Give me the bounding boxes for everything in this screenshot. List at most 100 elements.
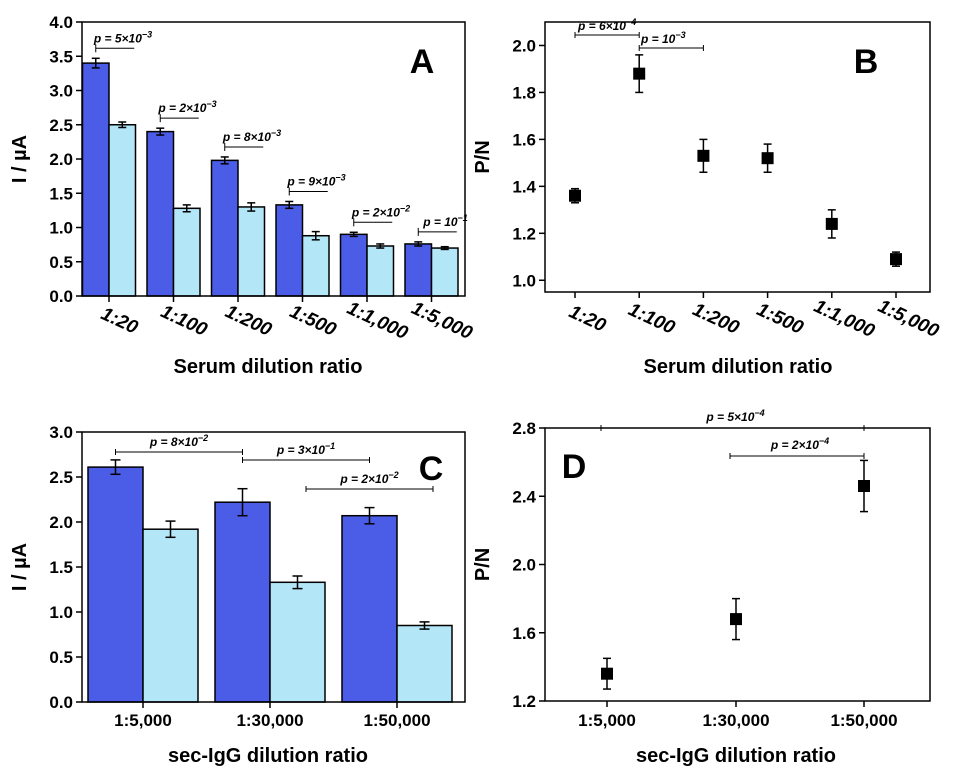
data-point <box>601 667 613 680</box>
x-category-label: 1:30,000 <box>236 711 303 730</box>
y-tick-label: 1.0 <box>49 219 73 238</box>
error-bar <box>292 575 303 590</box>
p-value-label: p = 6×10−4 <box>577 17 636 33</box>
panel-b: 1.0 1.2 1.4 1.6 1.8 2.0 P/N 1:20 1:100 1:200 1:500… <box>472 17 942 378</box>
p-value-label: p = 2×10−4 <box>770 436 829 452</box>
bar-positive <box>275 204 304 297</box>
significance-bracket <box>574 32 640 38</box>
x-category-label: 1:5,000 <box>875 296 943 342</box>
panel-a: 0.0 0.5 1.0 1.5 2.0 2.5 3.0 3.5 4.0 I / µA 1:20 1:1… <box>9 13 476 378</box>
significance-bracket <box>600 425 865 431</box>
p-value-label-exponent: −4 <box>626 17 636 27</box>
x-axis-title: Serum dilution ratio <box>644 356 833 378</box>
y-tick-label: 3.5 <box>49 47 73 66</box>
significance-bracket <box>729 453 865 459</box>
bar-negative <box>108 124 137 297</box>
p-value-label-text: p = 10 <box>640 32 676 46</box>
panel-label-d: D <box>562 448 587 486</box>
error-bar <box>364 506 375 525</box>
p-value-label: p = 5×10−3 <box>93 29 152 45</box>
bar-negative <box>142 528 199 703</box>
p-value-label-exponent: −2 <box>198 433 208 443</box>
y-tick-label: 2.5 <box>49 468 73 487</box>
y-tick-label: 2.0 <box>512 556 536 575</box>
p-value-label-text: p = 8×10 <box>149 435 198 449</box>
p-value-label-exponent: −1 <box>325 441 335 451</box>
significance-bracket <box>417 227 457 236</box>
x-axis-title: sec-IgG dilution ratio <box>168 745 368 767</box>
bar-positive <box>146 130 175 297</box>
panel-d: 1.2 1.6 2.0 2.4 2.8 P/N 1:5,000 1:30,000 1:50,00… <box>472 408 931 767</box>
p-value-label: p = 10−3 <box>640 30 686 46</box>
plot-frame <box>81 21 466 297</box>
panel-label-c: C <box>419 450 444 488</box>
p-value-label-text: p = 2×10 <box>157 101 206 115</box>
p-value-label: p = 8×10−2 <box>149 433 208 449</box>
p-value-label-exponent: −3 <box>675 30 685 40</box>
p-value-label-text: p = 2×10 <box>339 472 388 486</box>
p-value-label-exponent: −4 <box>819 436 829 446</box>
bar-positive <box>341 514 398 703</box>
y-tick-label: 1.0 <box>49 603 73 622</box>
bar-negative <box>366 245 395 297</box>
y-tick-label: 0.5 <box>49 253 73 272</box>
p-value-label: p = 5×10−4 <box>705 408 764 424</box>
y-tick-label: 1.8 <box>512 83 536 102</box>
p-value-label-exponent: −2 <box>400 203 410 213</box>
p-value-label-text: p = 5×10 <box>93 31 142 45</box>
p-value-label-text: p = 2×10 <box>770 438 819 452</box>
y-tick-label: 2.0 <box>512 36 536 55</box>
x-category-label: 1:1,000 <box>344 298 412 344</box>
x-category-label: 1:1,000 <box>810 296 878 342</box>
x-category-label: 1:200 <box>222 301 275 341</box>
bar-negative <box>269 581 326 703</box>
significance-bracket <box>353 218 393 227</box>
panel-label-a: A <box>410 43 435 81</box>
bar-positive <box>87 466 144 703</box>
y-tick-label: 3.0 <box>49 82 73 101</box>
y-tick-label: 1.6 <box>512 130 536 149</box>
bar-negative <box>301 234 330 297</box>
y-tick-label: 0.5 <box>49 648 73 667</box>
significance-bracket <box>242 457 370 463</box>
x-category-label: 1:100 <box>157 301 210 341</box>
y-tick-label: 0.0 <box>49 693 73 712</box>
x-category-label: 1:500 <box>286 301 339 341</box>
error-bar <box>440 245 449 251</box>
error-bar <box>349 231 358 238</box>
y-tick-label: 1.2 <box>512 692 536 711</box>
error-bar <box>285 200 294 210</box>
p-value-label-text: p = 3×10 <box>276 443 325 457</box>
panel-c: 0.0 0.5 1.0 1.5 2.0 2.5 3.0 I / µA 1:5,000 1:30,0… <box>9 423 466 767</box>
p-value-label: p = 2×10−2 <box>351 203 410 219</box>
bar-negative <box>237 206 266 297</box>
error-bar <box>156 127 165 136</box>
p-value-label: p = 9×10−3 <box>286 172 345 188</box>
y-tick-label: 1.0 <box>512 271 536 290</box>
p-value-label: p = 2×10−2 <box>339 470 398 486</box>
error-bar <box>419 621 430 630</box>
p-value-label-exponent: −3 <box>142 29 152 39</box>
y-tick-label: 1.4 <box>512 177 536 196</box>
p-value-label-exponent: −1 <box>458 213 468 223</box>
p-value-label-text: p = 8×10 <box>222 130 271 144</box>
data-point <box>858 480 870 493</box>
p-value-label-text: p = 6×10 <box>577 19 626 33</box>
x-category-label: 1:20 <box>98 303 142 338</box>
data-point <box>825 217 838 230</box>
y-tick-label: 4.0 <box>49 13 73 32</box>
bar-negative <box>396 624 453 703</box>
panel-label-b: B <box>854 43 879 81</box>
p-value-label-exponent: −3 <box>206 99 216 109</box>
y-tick-label: 1.5 <box>49 558 73 577</box>
y-axis-title: I / µA <box>9 135 31 183</box>
y-tick-label: 1.6 <box>512 624 536 643</box>
significance-bracket <box>95 44 135 53</box>
significance-bracket <box>305 486 434 492</box>
x-category-label: 1:50,000 <box>363 711 430 730</box>
p-value-label: p = 2×10−3 <box>157 99 216 115</box>
bar-positive <box>81 62 110 297</box>
y-tick-label: 0.0 <box>49 287 73 306</box>
plot-frame <box>81 431 466 703</box>
